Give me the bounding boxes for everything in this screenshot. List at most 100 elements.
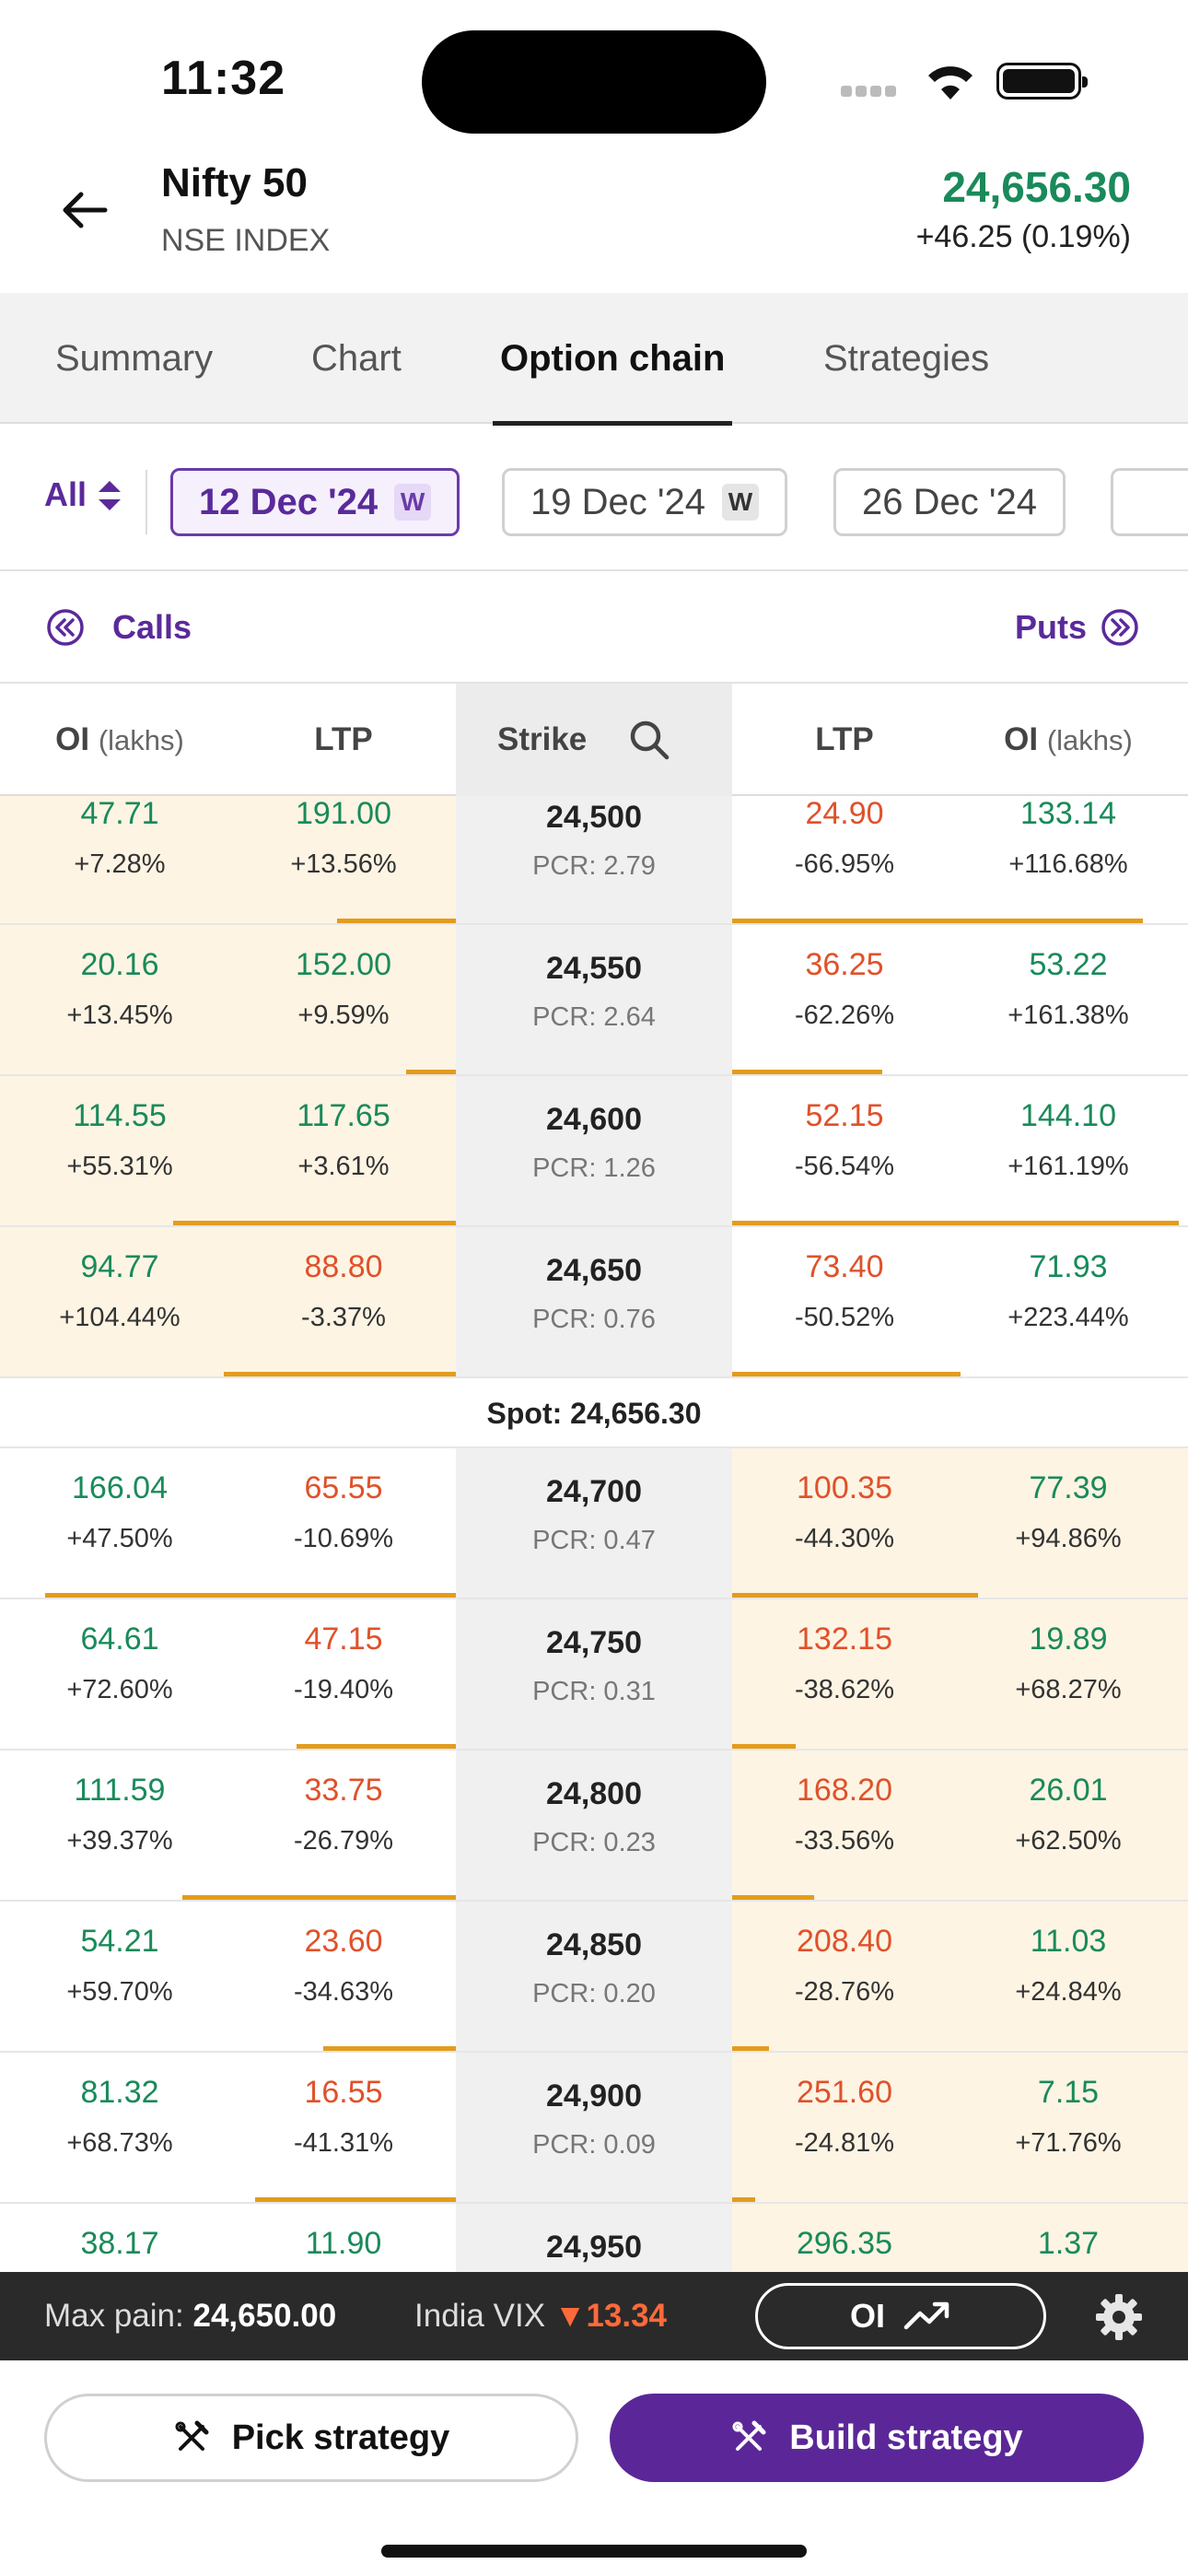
tab-strategies[interactable]: Strategies (823, 338, 990, 379)
put-oi-bar (732, 1221, 1179, 1225)
call-side-cell[interactable] (0, 1227, 456, 1376)
col-label: OI (1004, 721, 1039, 757)
call-ltp-change: +13.56% (290, 849, 397, 879)
puts-label[interactable]: Puts (1015, 608, 1088, 646)
put-oi: 19.89 (1029, 1622, 1108, 1657)
expiry-chip-label: 12 Dec '24 (199, 481, 379, 522)
call-ltp: 33.75 (304, 1773, 383, 1808)
call-ltp-change: -10.69% (293, 1524, 393, 1553)
gear-icon[interactable] (1094, 2292, 1144, 2342)
call-oi: 47.71 (80, 796, 159, 831)
table-row[interactable]: 111.59 +39.37% 33.75 -26.79% 24,800 PCR: 0.23… (0, 1751, 1188, 1902)
call-oi-change: +13.45% (66, 1001, 173, 1030)
call-side-cell[interactable] (0, 925, 456, 1074)
strike-price: 24,750 (546, 1625, 642, 1660)
calls-label[interactable]: Calls (112, 608, 192, 646)
pcr-value: PCR: 0.23 (532, 1828, 656, 1857)
put-side-cell[interactable] (732, 1599, 1188, 1749)
put-ltp: 24.90 (805, 796, 884, 831)
call-ltp: 11.90 (305, 2226, 382, 2261)
pcr-value: PCR: 0.09 (532, 2130, 656, 2160)
strike-cell[interactable] (456, 1902, 732, 2051)
put-oi: 11.03 (1030, 1924, 1107, 1959)
col-call-oi[interactable]: OI (lakhs) (9, 684, 230, 796)
expiry-chip-26-dec[interactable]: 26 Dec '24 (833, 468, 1066, 536)
tab-option-chain[interactable]: Option chain (492, 293, 733, 426)
call-oi-bar (173, 1221, 456, 1225)
table-row[interactable]: 81.32 +68.73% 16.55 -41.31% 24,900 PCR: 0.09 2… (0, 2053, 1188, 2204)
strike-cell[interactable] (456, 2204, 732, 2272)
expiry-chip-label: 19 Dec '24 (530, 481, 705, 522)
put-side-cell[interactable] (732, 2053, 1188, 2202)
call-oi-bar (45, 1593, 456, 1598)
put-oi: 7.15 (1037, 2075, 1100, 2110)
call-side-cell[interactable] (0, 1076, 456, 1225)
strike-cell[interactable] (456, 2053, 732, 2202)
table-row[interactable]: 47.71 +7.28% 191.00 +13.56% 24,500 PCR: 2.79 2… (0, 796, 1188, 925)
table-row[interactable]: 166.04 +47.50% 65.55 -10.69% 24,700 PCR: 0.47… (0, 1448, 1188, 1599)
search-icon[interactable] (626, 717, 672, 763)
strike-cell[interactable] (456, 796, 732, 923)
put-oi-change: +94.86% (1015, 1524, 1122, 1553)
put-ltp-change: -33.56% (794, 1826, 894, 1856)
call-oi-change: +68.73% (66, 2128, 173, 2158)
put-ltp-change: -44.30% (794, 1524, 894, 1553)
table-row[interactable]: 54.21 +59.70% 23.60 -34.63% 24,850 PCR: 0.20 2… (0, 1902, 1188, 2053)
put-side-cell[interactable] (732, 1751, 1188, 1900)
tools-icon (175, 2420, 209, 2451)
trend-up-icon (903, 2301, 949, 2330)
expiry-chip-more[interactable] (1111, 468, 1188, 536)
put-side-cell[interactable] (732, 1902, 1188, 2051)
strike-cell[interactable] (456, 925, 732, 1074)
strike-cell[interactable] (456, 1751, 732, 1900)
double-chevron-right-icon[interactable] (1101, 608, 1139, 647)
tools-icon (732, 2420, 766, 2451)
col-put-oi[interactable]: OI (lakhs) (958, 684, 1179, 796)
put-side-cell[interactable] (732, 2204, 1188, 2272)
col-strike[interactable]: Strike (497, 721, 588, 757)
call-ltp: 117.65 (297, 1098, 390, 1133)
expiry-filter-all[interactable]: All (44, 475, 87, 513)
col-put-ltp[interactable]: LTP (815, 721, 874, 757)
call-oi-bar (323, 2046, 456, 2051)
tab-summary[interactable]: Summary (55, 338, 214, 379)
table-row[interactable]: 94.77 +104.44% 88.80 -3.37% 24,650 PCR: 0.76 7… (0, 1227, 1188, 1378)
strike-price: 24,550 (546, 951, 642, 986)
strike-cell[interactable] (456, 1076, 732, 1225)
oi-chart-button[interactable]: OI (755, 2283, 1046, 2349)
strike-price: 24,600 (546, 1102, 642, 1137)
put-ltp: 73.40 (805, 1249, 884, 1284)
double-chevron-left-icon[interactable] (46, 608, 85, 647)
tab-chart[interactable]: Chart (311, 338, 402, 379)
put-oi-change: +24.84% (1015, 1977, 1122, 2007)
col-label: OI (55, 721, 90, 757)
oi-button-label: OI (849, 2297, 885, 2335)
strike-cell[interactable] (456, 1599, 732, 1749)
expiry-chip-19-dec[interactable]: 19 Dec '24 W (502, 468, 787, 536)
pcr-value: PCR: 0.76 (532, 1305, 656, 1334)
pick-strategy-button[interactable]: Pick strategy (44, 2394, 578, 2482)
strike-price: 24,700 (546, 1474, 642, 1509)
call-oi: 94.77 (80, 1249, 159, 1284)
expiry-chip-12-dec[interactable]: 12 Dec '24 W (170, 468, 460, 536)
table-row[interactable]: 20.16 +13.45% 152.00 +9.59% 24,550 PCR: 2.64 3… (0, 925, 1188, 1076)
strike-cell[interactable] (456, 1448, 732, 1598)
call-side-cell[interactable] (0, 796, 456, 923)
table-row[interactable]: 38.17 11.90 24,950 296.35 1.37 (0, 2204, 1188, 2272)
table-row[interactable]: 114.55 +55.31% 117.65 +3.61% 24,600 PCR: 1.26… (0, 1076, 1188, 1227)
strike-cell[interactable] (456, 1227, 732, 1376)
sort-updown-icon[interactable] (96, 477, 123, 514)
col-call-ltp[interactable]: LTP (314, 721, 373, 757)
put-side-cell[interactable] (732, 1448, 1188, 1598)
call-oi: 64.61 (80, 1622, 159, 1657)
battery-icon (996, 63, 1088, 100)
put-oi-bar (732, 1070, 882, 1074)
back-arrow-icon[interactable] (57, 182, 112, 238)
put-oi-change: +161.38% (1007, 1001, 1129, 1030)
strike-price: 24,800 (546, 1776, 642, 1811)
table-row[interactable]: 64.61 +72.60% 47.15 -19.40% 24,750 PCR: 0.31 1… (0, 1599, 1188, 1751)
put-oi-change: +223.44% (1007, 1303, 1129, 1332)
home-indicator (381, 2545, 807, 2558)
build-strategy-button[interactable]: Build strategy (610, 2394, 1144, 2482)
pcr-value: PCR: 1.26 (532, 1153, 656, 1183)
